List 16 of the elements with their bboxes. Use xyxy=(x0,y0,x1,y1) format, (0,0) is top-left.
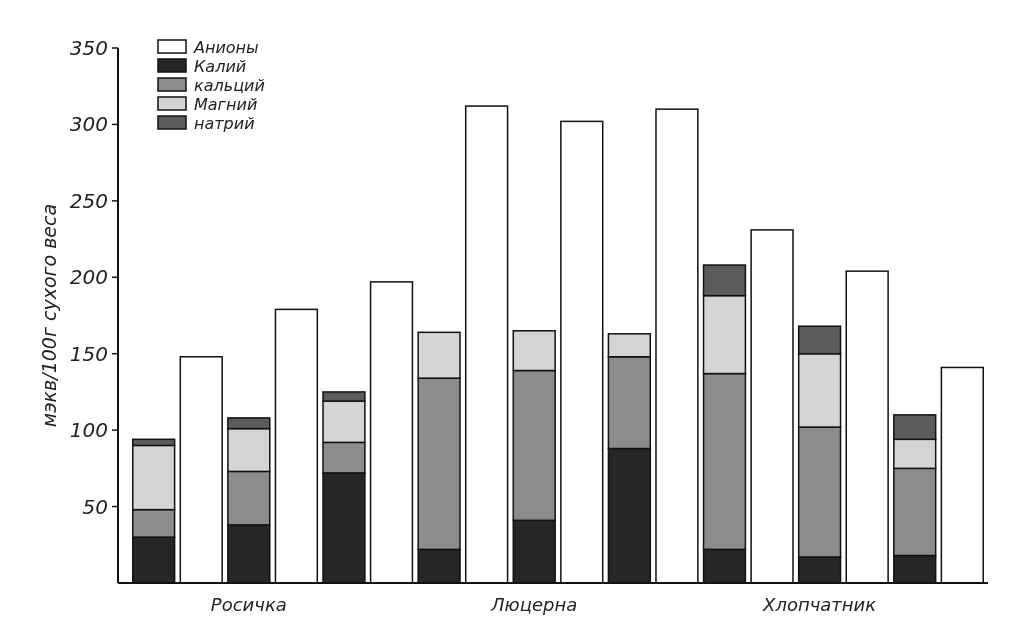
legend-label: натрий xyxy=(194,113,255,133)
y-tick-label: 350 xyxy=(69,36,108,60)
y-tick-label: 100 xyxy=(69,418,108,443)
y-tick-label: 250 xyxy=(69,188,108,213)
y-axis-title: мэкв/100г сухого веса xyxy=(38,203,60,428)
legend-label: Калий xyxy=(194,56,247,76)
y-tick-label: 300 xyxy=(69,112,108,137)
legend-label: Анионы xyxy=(193,37,259,57)
x-tick-label: Росичка xyxy=(210,594,287,615)
legend-label: Магний xyxy=(194,94,258,114)
y-tick-label: 150 xyxy=(69,341,108,366)
x-tick-label: Хлопчатник xyxy=(762,594,877,615)
legend-label: кальций xyxy=(194,75,265,95)
y-tick-label: 50 xyxy=(82,494,108,519)
x-tick-label: Люцерна xyxy=(490,594,578,615)
y-tick-label: 200 xyxy=(69,265,108,290)
